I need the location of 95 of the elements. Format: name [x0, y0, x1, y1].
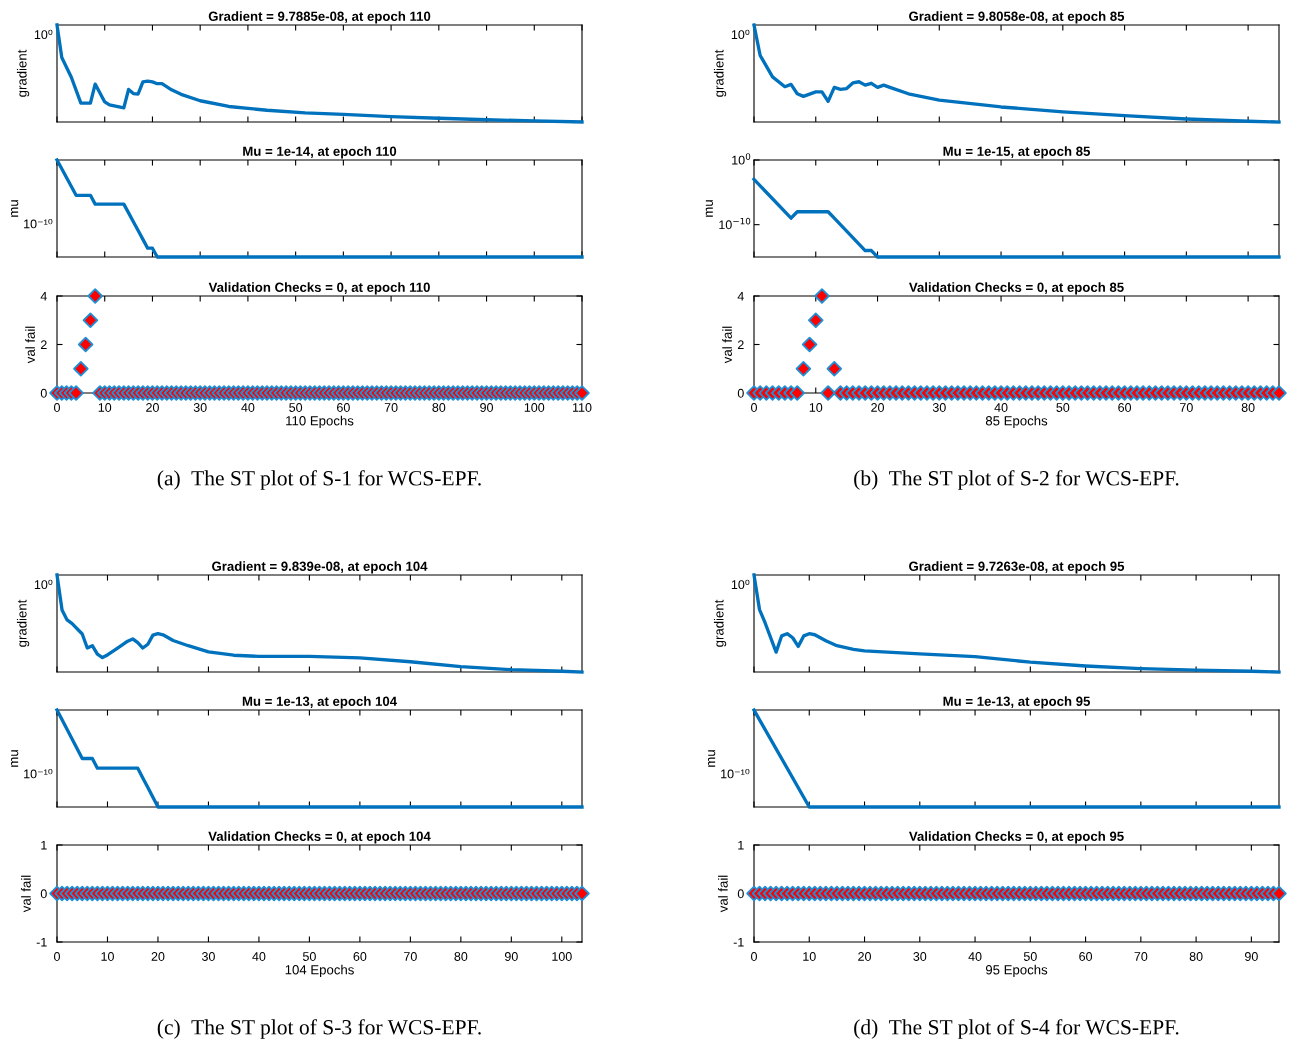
- chart-title: Mu = 1e-15, at epoch 85: [943, 146, 1091, 159]
- chart-title: Validation Checks = 0, at epoch 104: [208, 831, 431, 844]
- x-tick-label: 40: [968, 952, 982, 961]
- x-tick-label: 60: [1118, 403, 1132, 412]
- x-tick-label: 80: [1241, 403, 1255, 412]
- chart-title: Validation Checks = 0, at epoch 95: [908, 831, 1124, 844]
- y-axis-title: gradient: [713, 49, 727, 97]
- y-tick-label: 0: [40, 889, 47, 899]
- chart-title: Mu = 1e-13, at epoch 104: [242, 696, 397, 709]
- x-tick-label: 60: [1079, 952, 1093, 961]
- y-tick-label: -1: [733, 937, 744, 947]
- x-tick-label: 100: [552, 952, 572, 961]
- x-tick-label: 10: [98, 403, 112, 412]
- text: (c) The ST plot of S-3 for WCS-EPF.: [157, 1019, 481, 1039]
- chart-title: Validation Checks = 0, at epoch 85: [908, 282, 1124, 295]
- y-axis-title: mu: [11, 200, 19, 217]
- x-tick-label: 70: [384, 403, 398, 412]
- x-tick-label: 110: [572, 403, 592, 412]
- text: 10⁰: [731, 29, 750, 40]
- text: 10⁻¹⁰: [24, 218, 53, 229]
- x-tick-label: 80: [432, 403, 446, 412]
- y-tick-label: 2: [737, 340, 744, 350]
- x-tick-label: 0: [751, 403, 757, 412]
- text: (d) The ST plot of S-4 for WCS-EPF.: [854, 1019, 1179, 1039]
- y-tick-label: 1: [738, 840, 744, 850]
- x-tick-label: 0: [54, 952, 60, 961]
- chart-title: Gradient = 9.7263e-08, at epoch 95: [909, 561, 1125, 574]
- x-tick-label: 60: [337, 403, 350, 412]
- y-axis-title: gradient: [713, 599, 727, 647]
- x-tick-label: 50: [302, 952, 316, 961]
- x-tick-label: 80: [454, 952, 468, 961]
- y-tick-label: 1: [41, 840, 47, 850]
- chart-title: Validation Checks = 0, at epoch 110: [208, 282, 430, 295]
- x-tick-label: 40: [252, 952, 266, 961]
- x-tick-label: 60: [353, 952, 367, 961]
- x-tick-label: 20: [858, 952, 871, 961]
- x-tick-label: 30: [193, 403, 207, 412]
- x-tick-label: 70: [404, 952, 417, 961]
- y-tick-label: 10$^{0}$: [732, 153, 751, 165]
- x-tick-label: 10: [809, 403, 823, 412]
- x-tick-label: 70: [1180, 403, 1193, 412]
- y-axis-title: mu: [708, 750, 716, 767]
- y-tick-label: 10$^{−10}$: [719, 217, 751, 230]
- x-tick-label: 30: [913, 952, 927, 961]
- x-tick-label: 90: [504, 952, 518, 961]
- y-axis-title: mu: [705, 200, 713, 217]
- x-tick-label: 30: [201, 952, 215, 961]
- x-tick-label: 100: [524, 403, 545, 412]
- chart-title: Gradient = 9.839e-08, at epoch 104: [212, 561, 428, 574]
- text: 10⁰: [34, 579, 53, 590]
- y-axis-title: val fail: [722, 326, 732, 364]
- x-axis-title: 95 Epochs: [985, 964, 1048, 978]
- x-tick-label: 20: [151, 952, 165, 961]
- y-axis-title: val fail: [21, 875, 31, 913]
- x-tick-label: 40: [994, 403, 1008, 412]
- y-axis-title: gradient: [16, 599, 30, 647]
- x-axis-title: 104 Epochs: [285, 964, 354, 978]
- text: 10⁰: [731, 579, 750, 590]
- text: (a) The ST plot of S-1 for WCS-EPF.: [157, 470, 481, 490]
- y-axis-title: gradient: [16, 49, 30, 97]
- text: 10⁻¹⁰: [721, 768, 750, 779]
- x-tick-label: 50: [289, 403, 303, 412]
- x-tick-label: 20: [146, 403, 159, 412]
- y-tick-label: -1: [36, 937, 47, 947]
- x-tick-label: 10: [803, 952, 816, 961]
- y-tick-label: 0: [737, 388, 744, 398]
- chart-title: Mu = 1e-13, at epoch 95: [943, 696, 1091, 709]
- x-tick-label: 50: [1023, 952, 1037, 961]
- x-tick-label: 20: [871, 403, 884, 412]
- x-tick-label: 0: [751, 952, 757, 961]
- x-tick-label: 90: [1245, 952, 1258, 961]
- y-axis-title: val fail: [25, 326, 35, 364]
- x-tick-label: 40: [241, 403, 255, 412]
- x-tick-label: 30: [932, 403, 946, 412]
- chart-title: Gradient = 9.8058e-08, at epoch 85: [909, 11, 1125, 24]
- x-axis-title: 110 Epochs: [286, 415, 354, 429]
- x-tick-label: 80: [1189, 952, 1203, 961]
- text: 10⁰: [34, 29, 53, 40]
- y-tick-label: 0: [737, 889, 744, 899]
- y-tick-label: 4: [40, 291, 47, 301]
- x-axis-title: 85 Epochs: [985, 415, 1048, 429]
- y-tick-label: 4: [737, 291, 744, 301]
- y-axis-title: mu: [11, 750, 19, 767]
- y-tick-label: 0: [40, 388, 47, 398]
- chart-title: Mu = 1e-14, at epoch 110: [243, 146, 397, 159]
- y-tick-label: 2: [40, 340, 47, 350]
- text: 10⁻¹⁰: [24, 768, 53, 779]
- x-tick-label: 70: [1134, 952, 1148, 961]
- y-axis-title: val fail: [718, 875, 728, 913]
- x-tick-label: 10: [101, 952, 114, 961]
- x-tick-label: 50: [1056, 403, 1070, 412]
- chart-title: Gradient = 9.7885e-08, at epoch 110: [208, 11, 431, 24]
- text: (b) The ST plot of S-2 for WCS-EPF.: [854, 470, 1179, 490]
- x-tick-label: 90: [480, 403, 494, 412]
- x-tick-label: 0: [54, 403, 60, 412]
